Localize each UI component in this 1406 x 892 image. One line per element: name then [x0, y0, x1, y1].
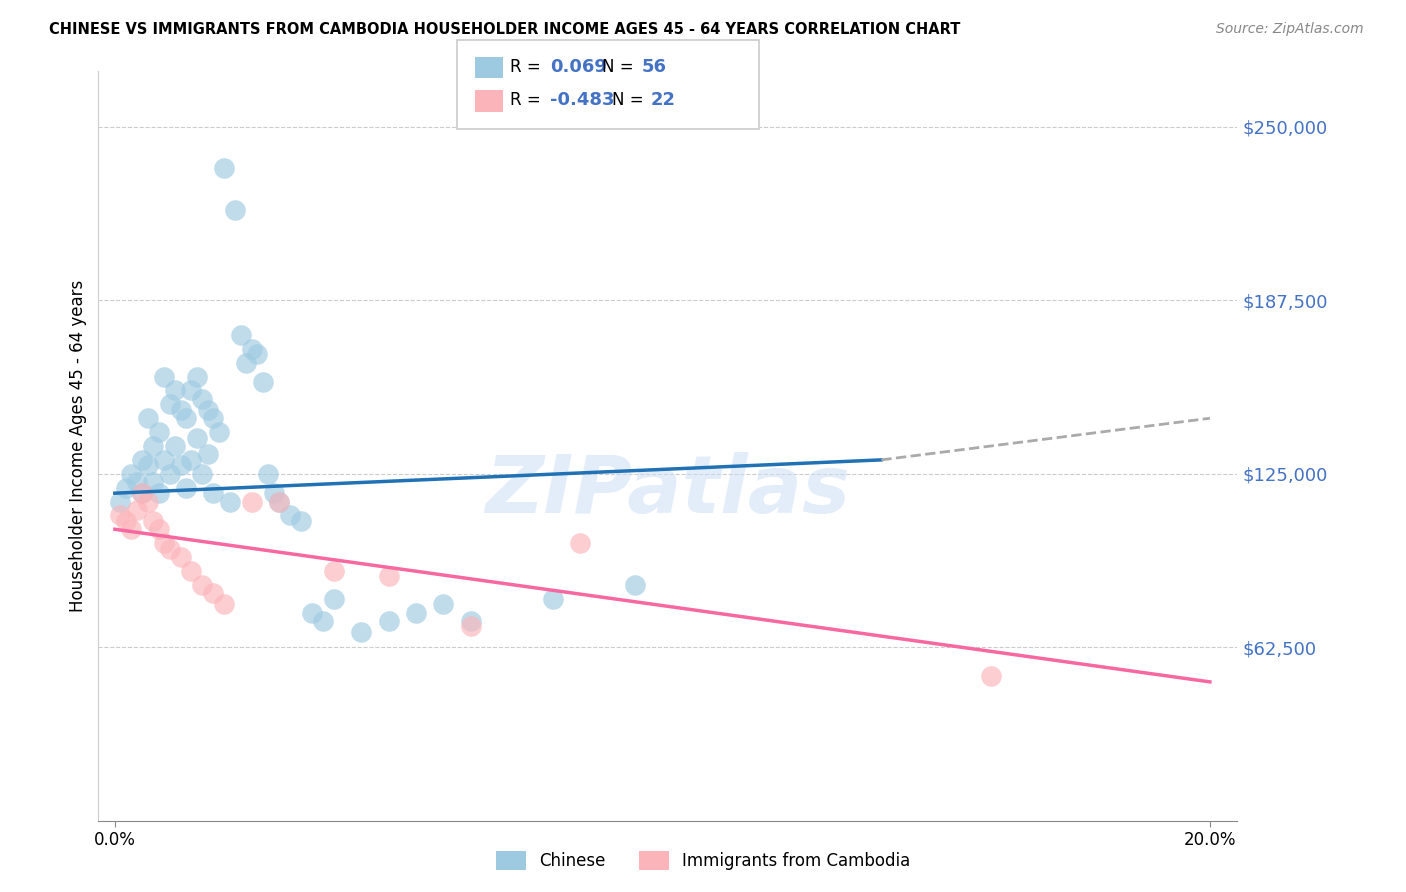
Text: 0.069: 0.069: [550, 58, 606, 76]
Point: [460, 619, 482, 633]
Point: [301, 606, 323, 620]
Point: [186, 431, 208, 445]
Point: [202, 411, 225, 425]
Point: [224, 203, 246, 218]
Point: [278, 508, 301, 523]
Point: [569, 536, 592, 550]
Text: CHINESE VS IMMIGRANTS FROM CAMBODIA HOUSEHOLDER INCOME AGES 45 - 64 YEARS CORREL: CHINESE VS IMMIGRANTS FROM CAMBODIA HOUS…: [49, 22, 960, 37]
Point: [120, 467, 142, 481]
Point: [110, 494, 132, 508]
Point: [322, 591, 344, 606]
Point: [131, 486, 153, 500]
Point: [191, 578, 214, 592]
Point: [405, 606, 427, 620]
Point: [240, 342, 263, 356]
Point: [197, 447, 219, 461]
Point: [208, 425, 231, 439]
Point: [174, 411, 197, 425]
Point: [263, 486, 285, 500]
Point: [148, 522, 170, 536]
Point: [142, 514, 165, 528]
Point: [159, 541, 181, 556]
Legend: Chinese, Immigrants from Cambodia: Chinese, Immigrants from Cambodia: [489, 844, 917, 877]
Point: [229, 328, 252, 343]
Point: [153, 369, 176, 384]
Point: [180, 564, 202, 578]
Point: [218, 494, 240, 508]
Text: N =: N =: [612, 91, 648, 109]
Point: [246, 347, 269, 361]
Point: [252, 375, 274, 389]
Point: [153, 536, 176, 550]
Text: R =: R =: [510, 91, 547, 109]
Point: [290, 514, 312, 528]
Text: ZIPatlas: ZIPatlas: [485, 452, 851, 530]
Point: [377, 614, 399, 628]
Point: [269, 494, 291, 508]
Point: [240, 494, 263, 508]
Text: Source: ZipAtlas.com: Source: ZipAtlas.com: [1216, 22, 1364, 37]
Point: [148, 425, 170, 439]
Point: [312, 614, 335, 628]
Point: [142, 439, 165, 453]
Point: [114, 481, 136, 495]
Point: [257, 467, 280, 481]
Point: [159, 397, 181, 411]
Point: [202, 586, 225, 600]
Point: [120, 522, 142, 536]
Point: [125, 475, 148, 489]
Point: [114, 514, 136, 528]
Point: [165, 439, 187, 453]
Point: [159, 467, 181, 481]
Point: [136, 494, 159, 508]
Point: [125, 503, 148, 517]
Point: [131, 453, 153, 467]
Point: [460, 614, 482, 628]
Point: [180, 384, 202, 398]
Point: [541, 591, 564, 606]
Point: [197, 403, 219, 417]
Point: [214, 597, 236, 611]
Point: [169, 549, 191, 564]
Point: [148, 486, 170, 500]
Point: [377, 569, 399, 583]
Y-axis label: Householder Income Ages 45 - 64 years: Householder Income Ages 45 - 64 years: [69, 280, 87, 612]
Point: [269, 494, 291, 508]
Point: [169, 458, 191, 473]
Point: [202, 486, 225, 500]
Point: [153, 453, 176, 467]
Point: [165, 384, 187, 398]
Point: [180, 453, 202, 467]
Point: [136, 411, 159, 425]
Text: -0.483: -0.483: [550, 91, 614, 109]
Point: [980, 669, 1002, 683]
Text: N =: N =: [602, 58, 638, 76]
Point: [174, 481, 197, 495]
Point: [131, 486, 153, 500]
Text: R =: R =: [510, 58, 547, 76]
Point: [142, 475, 165, 489]
Point: [110, 508, 132, 523]
Point: [322, 564, 344, 578]
Point: [136, 458, 159, 473]
Point: [191, 467, 214, 481]
Point: [186, 369, 208, 384]
Point: [350, 624, 373, 639]
Point: [191, 392, 214, 406]
Text: 22: 22: [651, 91, 676, 109]
Point: [169, 403, 191, 417]
Point: [214, 161, 236, 176]
Point: [235, 356, 257, 370]
Text: 56: 56: [641, 58, 666, 76]
Point: [624, 578, 647, 592]
Point: [432, 597, 454, 611]
